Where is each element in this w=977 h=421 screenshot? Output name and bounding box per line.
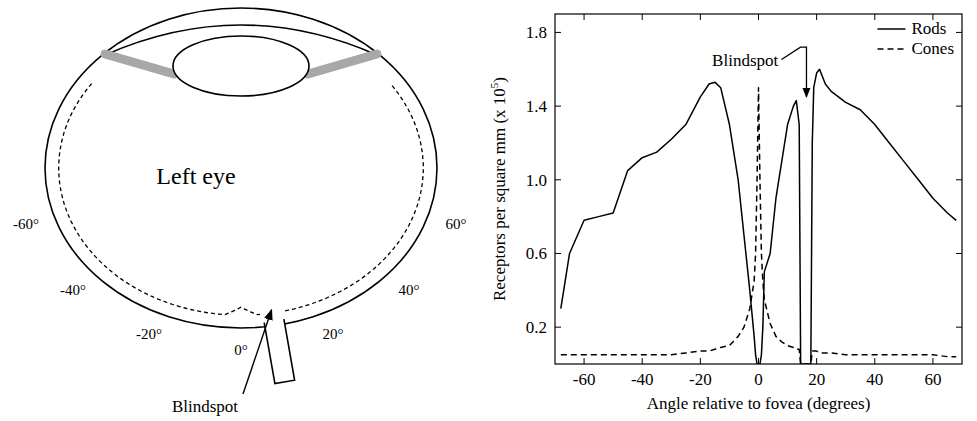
y-tick-right [956, 327, 962, 328]
x-tick-label: -60 [573, 370, 596, 389]
x-tick-top [816, 14, 817, 20]
x-axis-title: Angle relative to fovea (degrees) [647, 394, 871, 413]
x-tick-top [700, 14, 701, 20]
y-tick [555, 179, 561, 180]
angle-label: 60° [445, 216, 466, 232]
x-tick-label: 20 [808, 370, 825, 389]
y-tick-right [956, 32, 962, 33]
eye-wall [45, 8, 437, 328]
x-tick-top [584, 14, 585, 20]
x-tick [874, 358, 875, 364]
eye-title: Left eye [156, 163, 235, 189]
retina [59, 84, 260, 315]
legend-swatch [878, 48, 906, 50]
series-line [561, 88, 956, 364]
x-tick [758, 358, 759, 364]
chart: -60 -40 -20 0 20 40 60 0.2 0.6 1.0 1.4 1.8 Angle rel… [488, 14, 962, 413]
angle-label: 40° [399, 282, 420, 298]
y-tick-right [956, 179, 962, 180]
y-axis-title: Receptors per square mm (x 105) [488, 77, 509, 301]
x-tick-label: 40 [866, 370, 883, 389]
plot-frame [555, 14, 962, 364]
y-tick [555, 327, 561, 328]
x-tick [932, 358, 933, 364]
y-axis-title-text: Receptors per square mm (x 10 [490, 88, 509, 301]
figure: Left eye -60° -40° -20° 0° 20° 40° 60° Blindspot… [0, 0, 977, 421]
y-axis-title-suffix: ) [490, 77, 509, 83]
retina [285, 84, 423, 311]
y-tick-label: 0.2 [526, 318, 547, 337]
eye-diagram: Left eye -60° -40° -20° 0° 20° 40° 60° Blindspot [13, 8, 466, 416]
angle-label: -20° [136, 326, 162, 342]
x-tick-label: -40 [631, 370, 654, 389]
x-tick [700, 358, 701, 364]
x-tick [642, 358, 643, 364]
x-tick-label: 0 [754, 370, 763, 389]
plot-data [561, 69, 956, 364]
series-line [561, 69, 956, 364]
annotation-arrow [781, 47, 806, 97]
lens [173, 36, 309, 96]
blindspot-arrow [243, 310, 272, 394]
blindspot-label: Blindspot [172, 397, 238, 416]
x-tick-top [758, 14, 759, 20]
annotation-label: Blindspot [712, 51, 778, 70]
legend: RodsCones [878, 19, 955, 58]
y-tick-right [956, 106, 962, 107]
x-tick [816, 358, 817, 364]
y-tick-label: 1.8 [526, 23, 547, 42]
x-tick [584, 358, 585, 364]
optic-nerve-fill [264, 319, 294, 384]
x-tick-label: 60 [924, 370, 941, 389]
x-tick-label: -20 [689, 370, 712, 389]
legend-swatch [878, 28, 906, 30]
optic-nerve [264, 319, 294, 384]
y-tick-label: 1.4 [526, 97, 548, 116]
angle-label: -60° [13, 216, 39, 232]
y-tick [555, 253, 561, 254]
background [0, 0, 977, 421]
y-tick-label: 1.0 [526, 171, 547, 190]
y-tick [555, 106, 561, 107]
legend-label: Rods [912, 19, 947, 38]
angle-label: 20° [322, 326, 343, 342]
x-tick-top [874, 14, 875, 20]
y-tick-label: 0.6 [526, 244, 547, 263]
y-tick [555, 32, 561, 33]
angle-label: -40° [60, 282, 86, 298]
angle-label: 0° [234, 342, 248, 358]
ciliary-body [105, 54, 174, 74]
legend-label: Cones [912, 39, 955, 58]
y-tick-right [956, 253, 962, 254]
x-tick-top [642, 14, 643, 20]
ciliary-body [308, 54, 377, 74]
